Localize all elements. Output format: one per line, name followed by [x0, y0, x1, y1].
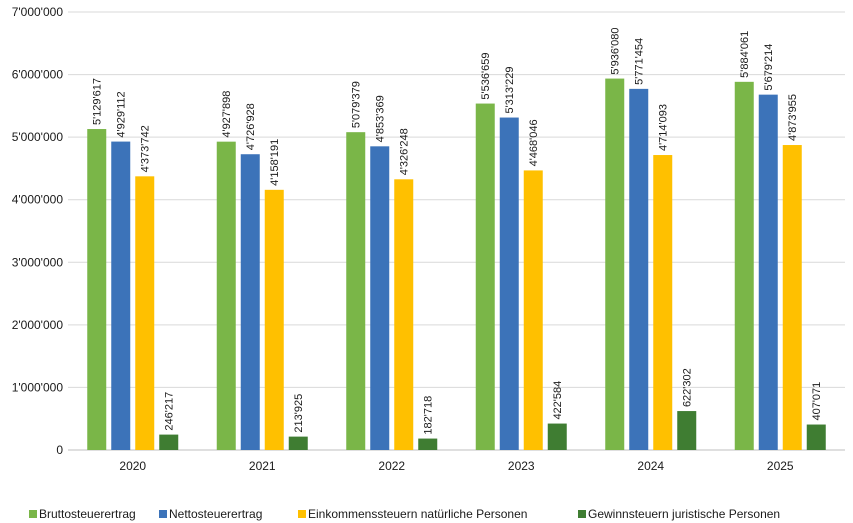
data-labels: 5'129'617 4'929'112 4'373'742 246'217 4'927'…: [92, 28, 824, 435]
data-label: 5'936'080: [610, 28, 622, 75]
data-label: 4'326'248: [399, 128, 411, 175]
data-label: 4'927'898: [221, 91, 233, 138]
data-label: 5'129'617: [92, 78, 104, 125]
legend-label: Nettosteuerertrag: [169, 507, 262, 521]
x-tick-label: 2022: [378, 459, 405, 473]
data-label: 246'217: [164, 392, 176, 431]
data-label: 5'313'229: [504, 67, 516, 114]
x-tick-label: 2023: [508, 459, 535, 473]
legend-swatch: [578, 510, 586, 518]
y-tick-label: 5'000'000: [12, 130, 64, 144]
data-label: 4'726'928: [245, 103, 257, 150]
x-axis-ticks: 2020 2021 2022 2023 2024 2025: [119, 459, 794, 473]
data-label: 407'071: [811, 382, 823, 421]
y-tick-label: 7'000'000: [12, 5, 64, 19]
y-tick-label: 4'000'000: [12, 193, 64, 207]
data-label: 5'079'379: [351, 81, 363, 128]
bar: [677, 411, 697, 450]
data-label: 4'853'369: [375, 95, 387, 142]
data-label: 622'302: [682, 368, 694, 407]
gridlines: [68, 11, 845, 451]
bar: [264, 189, 284, 451]
data-label: 5'679'214: [763, 44, 775, 91]
data-label: 213'925: [293, 394, 305, 433]
data-label: 182'718: [423, 396, 435, 435]
bar: [346, 132, 366, 450]
legend-swatch: [29, 510, 37, 518]
bar: [547, 423, 567, 450]
x-tick-label: 2021: [249, 459, 276, 473]
data-label: 5'771'454: [634, 38, 646, 85]
bar: [734, 81, 754, 450]
bar: [159, 434, 179, 450]
bar: [629, 88, 649, 450]
bar: [87, 129, 107, 450]
y-tick-label: 6'000'000: [12, 68, 64, 82]
legend-label: Gewinnsteuern juristische Personen: [588, 507, 780, 521]
y-axis-ticks: 0 1'000'000 2'000'000 3'000'000 4'000'000 5'0…: [12, 5, 64, 457]
bar: [499, 117, 519, 450]
x-tick-label: 2025: [767, 459, 794, 473]
data-label: 422'584: [552, 381, 564, 420]
bar: [135, 176, 155, 450]
data-label: 5'884'061: [739, 31, 751, 78]
bar: [418, 438, 438, 450]
data-label: 4'714'093: [658, 104, 670, 151]
bar: [111, 141, 131, 450]
data-label: 4'873'955: [787, 94, 799, 141]
bar: [394, 179, 414, 450]
x-tick-label: 2024: [637, 459, 664, 473]
bar: [216, 141, 236, 450]
legend: Bruttosteuerertrag Nettosteuerertrag Einko…: [29, 507, 780, 521]
y-tick-label: 2'000'000: [12, 318, 64, 332]
bar: [523, 170, 543, 450]
bar: [782, 145, 802, 451]
bar: [240, 154, 260, 450]
bar: [653, 155, 673, 450]
legend-label: Einkommenssteuern natürliche Personen: [308, 507, 527, 521]
legend-label: Bruttosteuerertrag: [39, 507, 136, 521]
data-label: 5'536'659: [480, 53, 492, 100]
y-tick-label: 0: [56, 443, 63, 457]
bar: [288, 436, 308, 450]
bar: [806, 424, 826, 450]
data-label: 4'373'742: [140, 125, 152, 172]
data-label: 4'468'046: [528, 119, 540, 166]
data-label: 4'929'112: [116, 91, 128, 137]
data-label: 4'158'191: [269, 139, 281, 186]
y-tick-label: 3'000'000: [12, 255, 64, 269]
legend-swatch: [298, 510, 306, 518]
bar: [370, 146, 390, 451]
bar: [475, 103, 495, 450]
bar: [605, 78, 625, 451]
bars: [87, 78, 826, 451]
y-tick-label: 1'000'000: [12, 380, 64, 394]
legend-swatch: [159, 510, 167, 518]
x-tick-label: 2020: [119, 459, 146, 473]
bar: [758, 94, 778, 450]
